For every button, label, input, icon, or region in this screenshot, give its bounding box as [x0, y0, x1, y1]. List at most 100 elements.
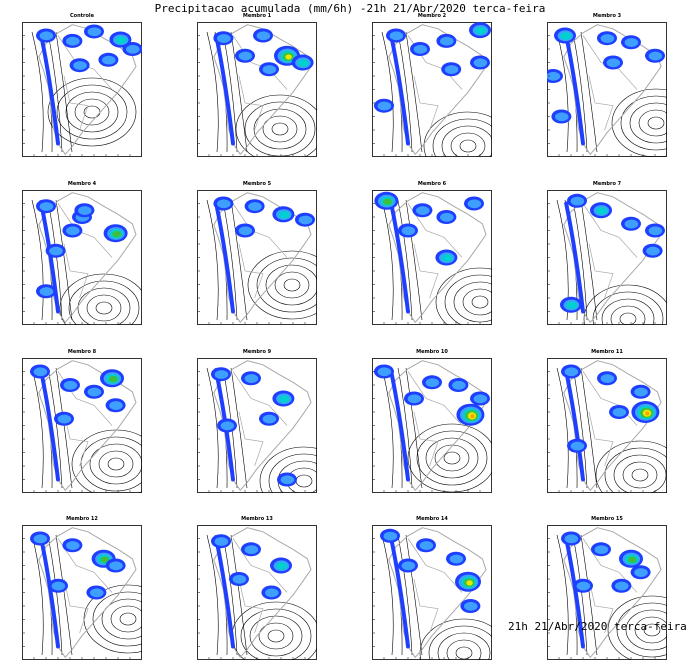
pressure-contour: [55, 534, 73, 656]
pressure-contour: [59, 273, 142, 325]
pressure-contour: [434, 444, 470, 472]
pressure-contour: [631, 468, 649, 482]
rain-blob-core: [624, 38, 639, 47]
precipitation-map: [197, 190, 317, 325]
pressure-contour: [31, 534, 44, 656]
pressure-contour: [107, 457, 125, 471]
rain-blob-core: [377, 101, 392, 111]
precipitation-areas: [374, 364, 490, 426]
ensemble-panel: Membro 13: [197, 515, 317, 660]
pressure-contour: [397, 367, 413, 489]
rain-blob-core: [278, 395, 290, 403]
rain-blob-core: [606, 58, 621, 68]
rain-blob-core: [87, 387, 102, 397]
pressure-contour: [397, 31, 413, 153]
ensemble-panel: Membro 3: [547, 12, 667, 157]
panel-title: Membro 9: [242, 349, 272, 355]
rain-blob-core: [646, 246, 660, 256]
rain-band: [214, 201, 235, 314]
precipitation-map: [372, 190, 492, 325]
precipitation-areas: [36, 199, 128, 299]
pressure-contour: [283, 278, 301, 292]
pressure-contour: [407, 423, 492, 493]
pressure-contour: [556, 534, 569, 656]
precipitation-map: [547, 190, 667, 325]
pressure-contour: [268, 453, 317, 493]
pressure-contour: [253, 108, 307, 150]
rain-blob-core: [108, 375, 118, 383]
rain-band: [389, 536, 410, 649]
pressure-contour: [101, 598, 142, 640]
country-border: [232, 371, 288, 426]
country-border: [238, 578, 264, 634]
pressure-contour: [620, 95, 667, 151]
coastline: [213, 360, 312, 492]
country-border: [63, 411, 89, 467]
pressure-contour: [31, 367, 44, 489]
rain-blob-core: [615, 581, 629, 591]
rain-blob-core: [248, 202, 262, 211]
pressure-contour: [74, 98, 110, 126]
coastline: [388, 360, 487, 492]
rain-blob-core: [265, 588, 279, 598]
rain-blob-core: [475, 26, 487, 35]
rain-blob-core: [449, 554, 464, 564]
ensemble-panel: Membro 11: [547, 348, 667, 493]
pressure-contour: [55, 199, 73, 321]
country-border: [413, 578, 439, 634]
rain-blob-core: [66, 541, 80, 550]
coastline: [213, 527, 312, 659]
rain-blob-core: [217, 199, 231, 209]
coastline: [38, 527, 137, 659]
rain-blob-core: [470, 414, 475, 419]
pressure-contour: [230, 534, 248, 656]
pressure-contour: [556, 367, 569, 489]
rain-blob-core: [645, 411, 650, 416]
rain-blob-core: [440, 212, 454, 222]
pressure-contour: [556, 31, 569, 153]
panel-title: Membro 6: [417, 181, 447, 187]
rain-band: [214, 33, 235, 146]
rain-blob-core: [407, 394, 422, 404]
rain-blob-core: [564, 534, 579, 544]
axis-ticks: [198, 203, 306, 324]
pressure-contour: [572, 367, 588, 489]
pressure-contour: [86, 294, 122, 322]
coastline: [388, 24, 487, 156]
rain-blob-core: [87, 27, 102, 37]
rain-blob-core: [576, 581, 591, 591]
pressure-contour: [405, 367, 423, 489]
precipitation-map: [547, 358, 667, 493]
panel-title: Membro 7: [592, 181, 622, 187]
pressure-contour: [462, 288, 492, 316]
rain-blob-core: [39, 31, 54, 41]
ensemble-panel: Controle: [22, 12, 142, 157]
coastline: [563, 360, 662, 492]
rain-blob-core: [555, 112, 569, 122]
country-border: [63, 243, 89, 299]
axis-ticks: [548, 371, 656, 492]
pressure-contour: [230, 367, 248, 489]
rain-blob-core: [238, 226, 253, 236]
rain-blob-core: [600, 34, 615, 43]
coastline: [38, 192, 137, 324]
axis-ticks: [373, 203, 481, 324]
rain-blob-core: [297, 59, 309, 67]
country-border: [588, 411, 614, 467]
precipitation-areas: [374, 191, 484, 266]
pressure-contour: [595, 440, 667, 493]
precipitation-areas: [36, 24, 142, 73]
country-border: [407, 538, 463, 593]
rain-blob-core: [280, 475, 295, 485]
panel-title: Membro 8: [67, 349, 97, 355]
axis-ticks: [23, 371, 131, 492]
pressure-contour: [206, 534, 219, 656]
pressure-contour: [629, 102, 667, 144]
pressure-contour: [235, 94, 317, 157]
rain-blob-core: [466, 580, 473, 586]
pressure-contour: [441, 125, 492, 157]
pressure-contour: [572, 534, 588, 656]
pressure-contour: [55, 367, 73, 489]
pressure-contour: [92, 591, 142, 647]
rain-blob-core: [66, 226, 80, 236]
